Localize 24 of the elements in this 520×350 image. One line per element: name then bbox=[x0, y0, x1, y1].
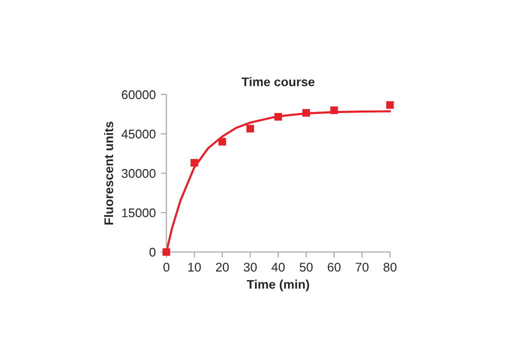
point bbox=[330, 106, 338, 114]
x-tick-label: 70 bbox=[356, 262, 369, 272]
y-tick-label: 30000 bbox=[122, 169, 156, 178]
point bbox=[190, 158, 198, 167]
x-tick-label: 30 bbox=[244, 262, 257, 272]
y-tick-label: 0 bbox=[150, 248, 156, 257]
x-tick-label: 50 bbox=[300, 262, 313, 272]
chart-title: Time course bbox=[242, 77, 314, 86]
y-tick-label: 45000 bbox=[122, 130, 156, 139]
point bbox=[302, 109, 310, 117]
point bbox=[218, 138, 226, 146]
point bbox=[386, 101, 394, 109]
x-tick-label: 80 bbox=[384, 262, 396, 272]
point bbox=[274, 113, 282, 121]
x-tick-label: 40 bbox=[272, 262, 285, 272]
point bbox=[246, 124, 254, 132]
x-tick-label: 20 bbox=[216, 262, 229, 272]
y-axis-title: Fluorescent units bbox=[104, 122, 114, 224]
x-tick-label: 10 bbox=[188, 262, 201, 272]
y-tick-label: 15000 bbox=[122, 208, 156, 218]
y-tick-label: 60000 bbox=[122, 90, 156, 100]
x-axis-title: Time (min) bbox=[246, 280, 310, 292]
x-tick-label: 0 bbox=[163, 262, 170, 272]
x-tick-label: 60 bbox=[328, 262, 341, 272]
